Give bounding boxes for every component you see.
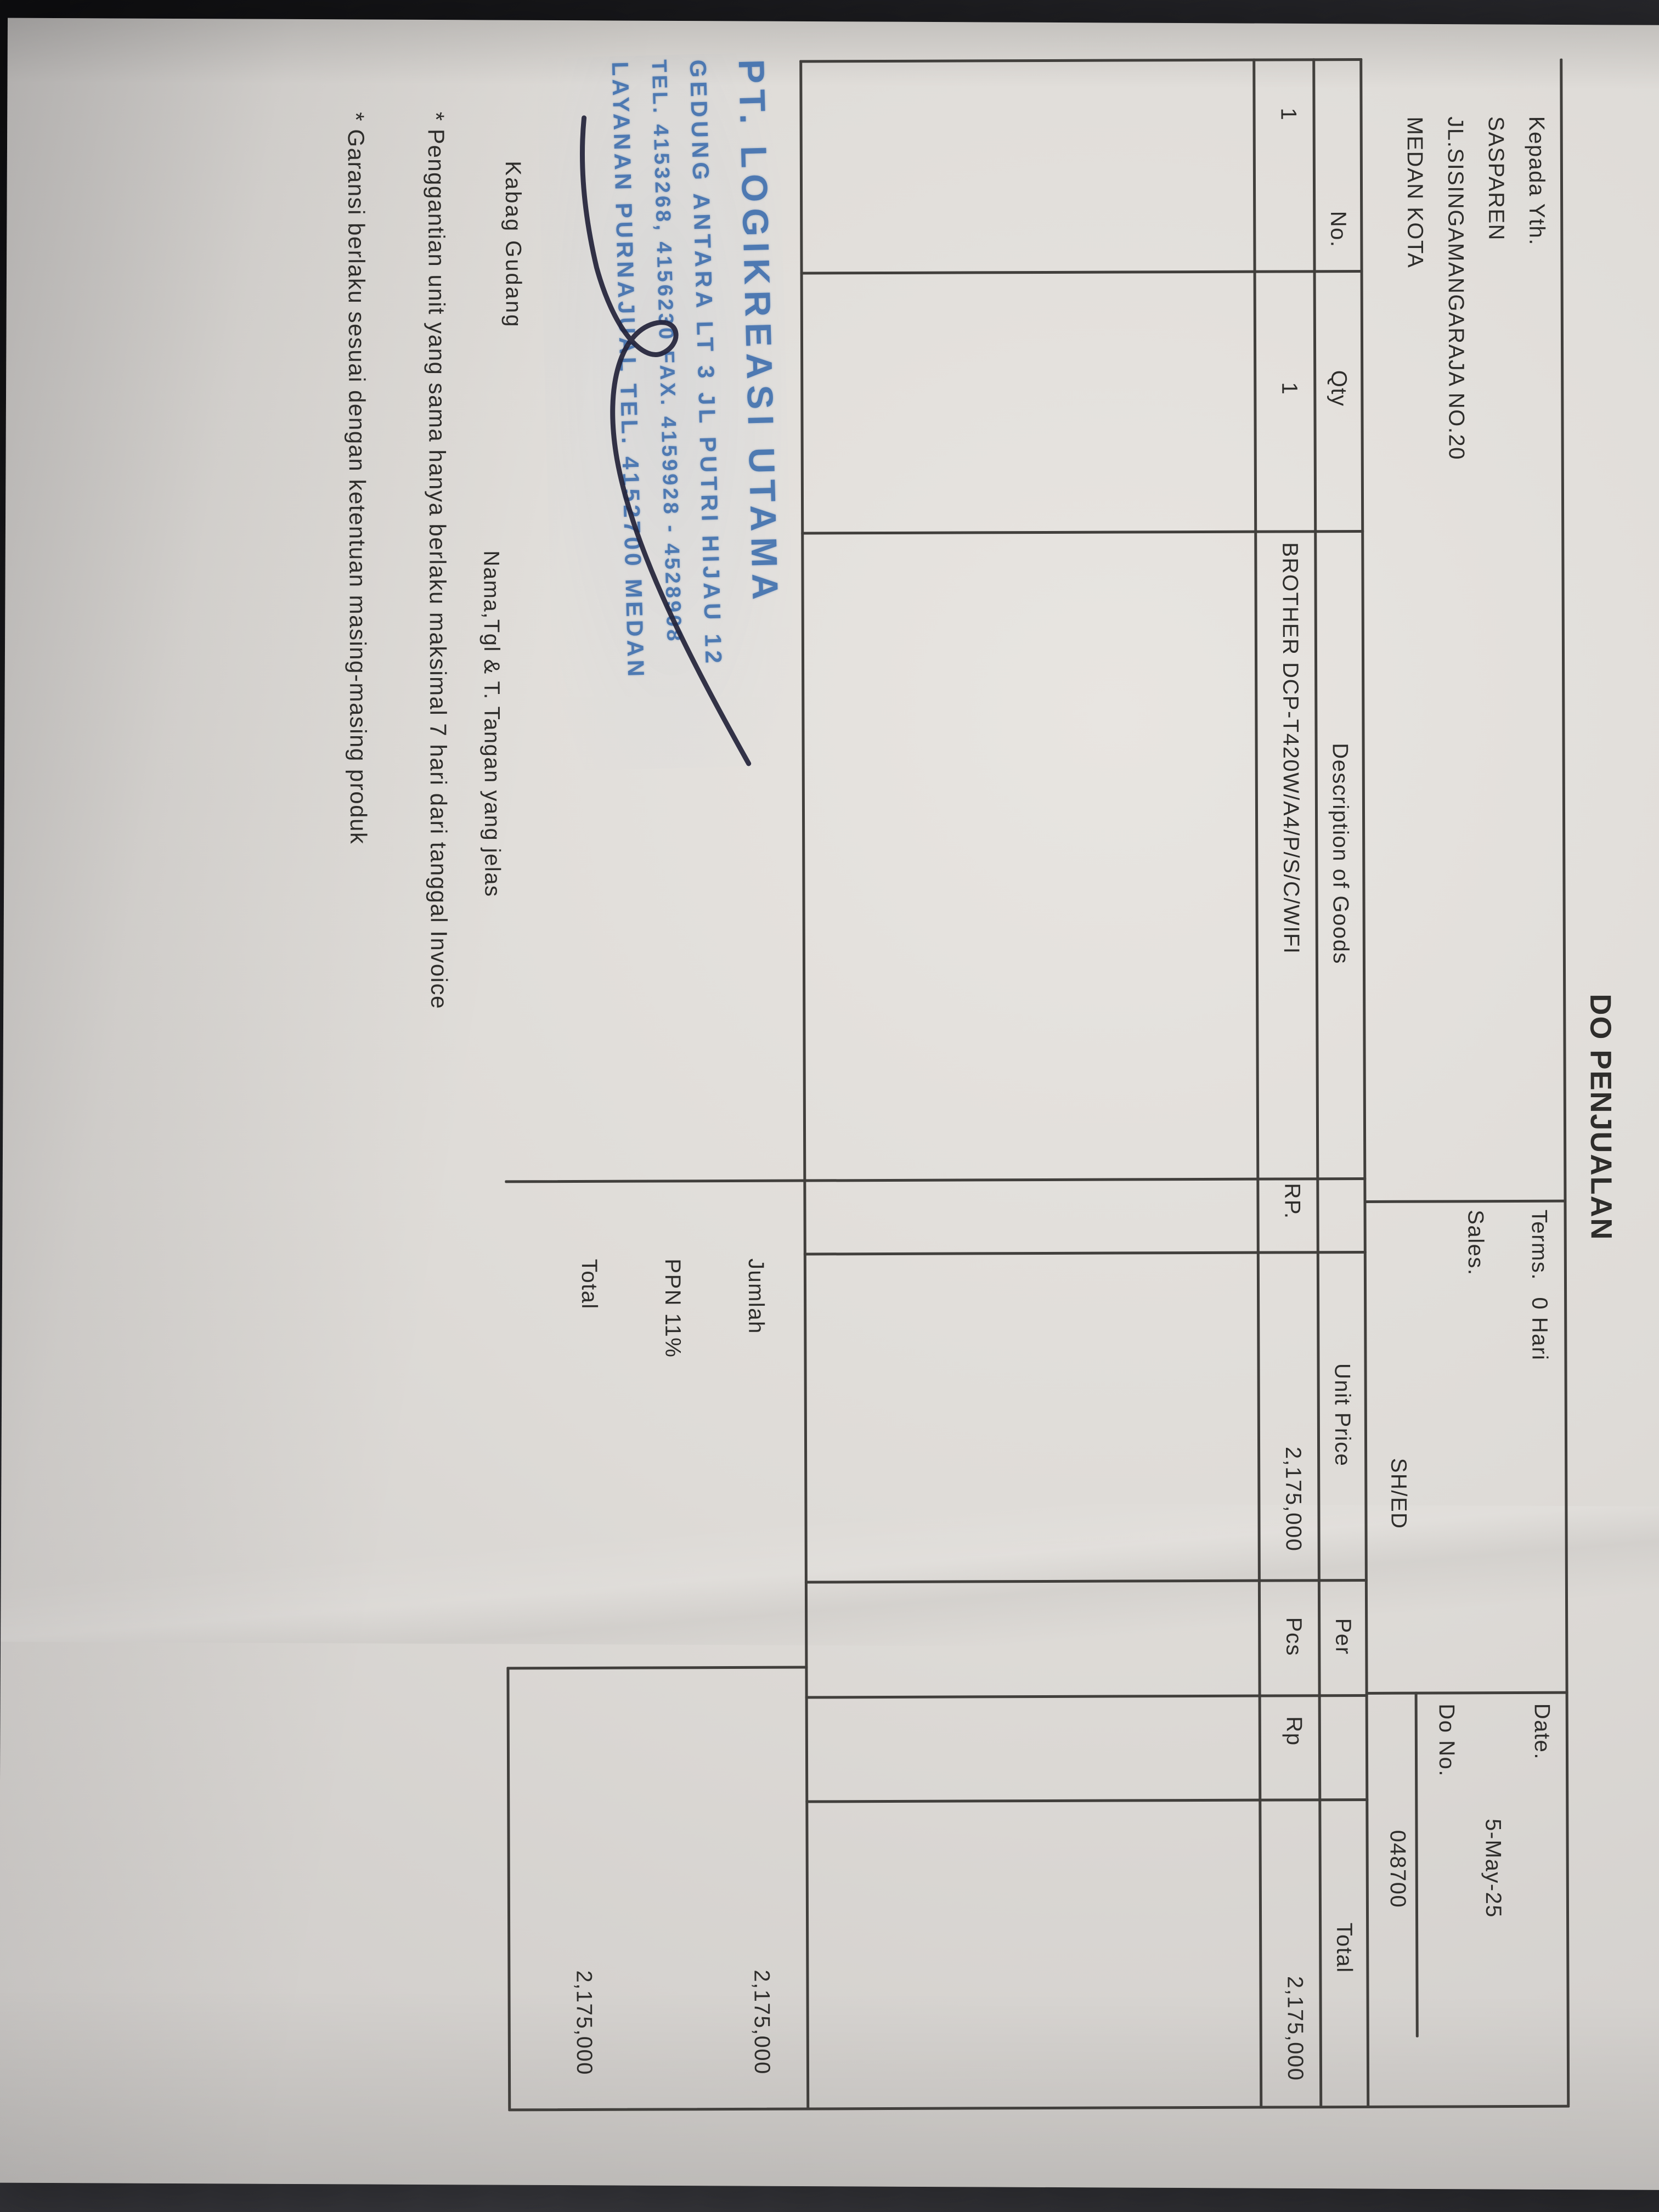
paper-sheet: DO PENJUALAN Kepada Yth. SASPAREN JL.SIS…: [0, 18, 1659, 2190]
pen-stroke: [580, 115, 752, 766]
document-form: DO PENJUALAN Kepada Yth. SASPAREN JL.SIS…: [8, 25, 1659, 2187]
